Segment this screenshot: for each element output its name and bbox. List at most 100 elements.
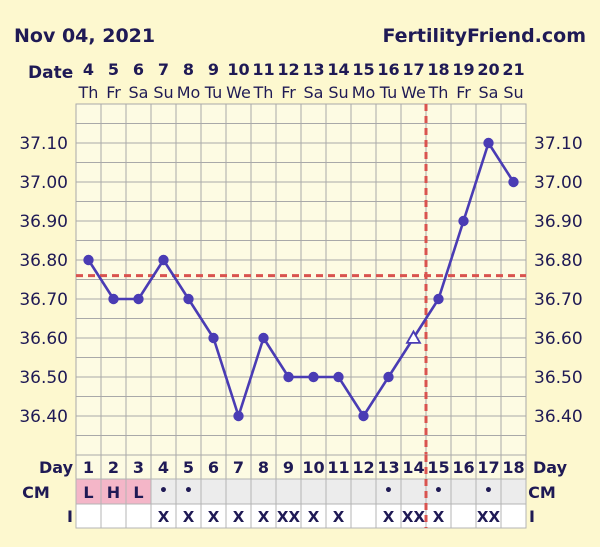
cycle-day-number: 13 <box>377 458 399 477</box>
temperature-point <box>83 254 94 266</box>
intercourse-value: X <box>383 508 395 526</box>
intercourse-value: XX <box>402 508 426 526</box>
cm-cell <box>200 478 227 505</box>
weekday-label: Sa <box>304 83 324 102</box>
weekday-label: Tu <box>379 83 397 102</box>
cycle-day-number: 18 <box>502 458 524 477</box>
temperature-point <box>158 254 169 266</box>
cycle-day-number: 5 <box>183 458 194 477</box>
date-number: 16 <box>377 60 399 79</box>
y-tick-label-left: 36.90 <box>19 212 68 232</box>
temperature-point <box>183 293 194 305</box>
i-row-label-left: I <box>67 507 73 526</box>
weekday-label: Su <box>328 83 348 102</box>
weekday-label: Sa <box>479 83 499 102</box>
intercourse-cell <box>75 503 102 529</box>
date-number: 19 <box>452 60 474 79</box>
date-number: 11 <box>252 60 274 79</box>
intercourse-value: XX <box>277 508 301 526</box>
cycle-day-number: 2 <box>108 458 119 477</box>
intercourse-cell <box>275 503 302 529</box>
intercourse-value: X <box>258 508 270 526</box>
cm-cell <box>450 478 477 505</box>
date-number: 15 <box>352 60 374 79</box>
cm-value: L <box>133 483 143 502</box>
weekday-label: Mo <box>352 83 376 102</box>
intercourse-cell <box>350 503 377 529</box>
weekday-label: We <box>226 83 251 102</box>
intercourse-value: X <box>208 508 220 526</box>
weekday-label: Th <box>428 83 449 102</box>
y-tick-label-right: 36.70 <box>534 290 583 310</box>
intercourse-value: X <box>233 508 245 526</box>
temperature-point <box>383 371 394 383</box>
intercourse-cell <box>175 503 202 529</box>
y-tick-label-right: 36.90 <box>534 212 583 232</box>
cm-row-label-left: CM <box>22 483 50 502</box>
date-number: 4 <box>83 60 94 79</box>
cm-cell <box>150 478 177 505</box>
date-number: 20 <box>477 60 499 79</box>
cycle-day-number: 9 <box>283 458 294 477</box>
cm-value: • <box>184 483 193 499</box>
weekday-label: Su <box>503 83 523 102</box>
date-number: 5 <box>108 60 119 79</box>
cm-cell <box>225 478 252 505</box>
weekday-label: Th <box>78 83 99 102</box>
cm-value: L <box>83 483 93 502</box>
y-tick-label-right: 36.60 <box>534 329 583 349</box>
temperature-point <box>483 137 494 149</box>
intercourse-cell <box>100 503 127 529</box>
y-tick-label-left: 36.40 <box>19 407 68 427</box>
y-tick-label-left: 37.00 <box>19 173 68 193</box>
y-tick-label-right: 37.10 <box>534 134 583 154</box>
cm-cell <box>250 478 277 505</box>
date-number: 10 <box>227 60 249 79</box>
temperature-point <box>358 410 369 422</box>
cm-value: • <box>484 483 493 499</box>
cm-value: • <box>159 483 168 499</box>
y-tick-label-left: 36.60 <box>19 329 68 349</box>
temperature-point <box>208 332 219 344</box>
weekday-label: Th <box>253 83 274 102</box>
y-tick-label-left: 36.50 <box>19 368 68 388</box>
cycle-day-number: 1 <box>83 458 94 477</box>
weekday-label: Fr <box>456 83 471 102</box>
date-number: 6 <box>133 60 144 79</box>
cm-cell <box>275 478 302 505</box>
weekday-label: Sa <box>129 83 149 102</box>
chart-date-title: Nov 04, 2021 <box>14 25 155 47</box>
weekday-label: Su <box>153 83 173 102</box>
temperature-line <box>87 141 515 418</box>
date-number: 9 <box>208 60 219 79</box>
temperature-point <box>283 371 294 383</box>
temperature-point <box>333 371 344 383</box>
y-tick-label-right: 36.50 <box>534 368 583 388</box>
date-row-label: Date <box>28 63 73 83</box>
cm-value: • <box>434 483 443 499</box>
site-name: FertilityFriend.com <box>382 25 586 47</box>
cycle-day-number: 17 <box>477 458 499 477</box>
date-number: 7 <box>158 60 169 79</box>
temperature-point <box>405 329 422 344</box>
day-row-label-left: Day <box>39 458 74 477</box>
cm-cell <box>350 478 377 505</box>
cm-value: H <box>107 483 120 502</box>
cm-row-label-right: CM <box>528 483 556 502</box>
intercourse-value: X <box>158 508 170 526</box>
intercourse-cell <box>225 503 252 529</box>
y-tick-label-right: 36.40 <box>534 407 583 427</box>
cycle-day-number: 11 <box>327 458 349 477</box>
intercourse-value: XX <box>477 508 501 526</box>
temperature-point <box>108 293 119 305</box>
temperature-point <box>133 293 144 305</box>
temperature-point <box>308 371 319 383</box>
intercourse-value: X <box>183 508 195 526</box>
cm-cell <box>500 478 527 505</box>
temperature-point <box>433 293 444 305</box>
intercourse-cell <box>300 503 327 529</box>
cm-cell <box>300 478 327 505</box>
intercourse-cell <box>450 503 477 529</box>
